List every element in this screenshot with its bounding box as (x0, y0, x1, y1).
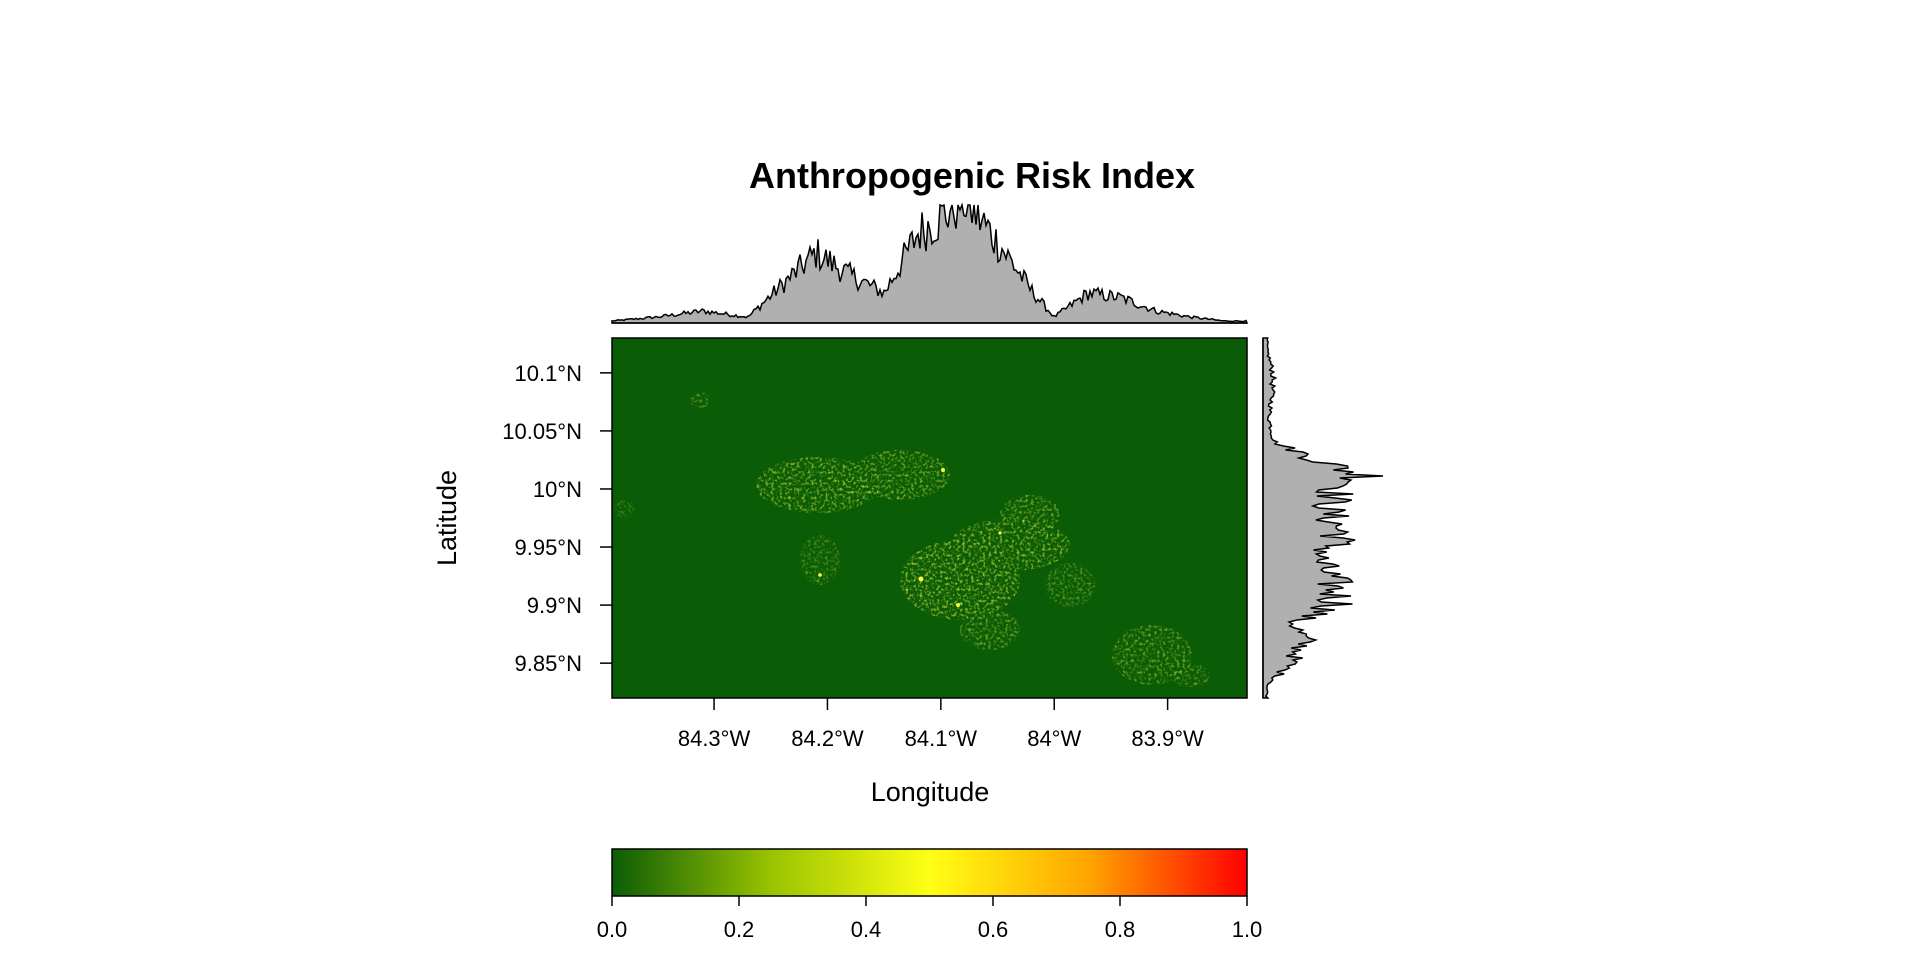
x-tick-label: 84°W (1027, 726, 1081, 751)
raster-urban-values (612, 338, 1247, 698)
top-marginal-profile (611, 202, 1249, 324)
colorbar-tick-label: 0.8 (1105, 917, 1136, 942)
y-tick-label: 9.85°N (514, 651, 582, 676)
top-marginal-area (611, 202, 1249, 324)
x-tick-label: 84.2°W (791, 726, 864, 751)
x-tick-label: 84.1°W (905, 726, 978, 751)
right-marginal-profile (1262, 337, 1384, 699)
map-frame (611, 337, 1248, 699)
colorbar-gradient (611, 848, 1248, 897)
colorbar: 0.0 0.2 0.4 0.6 0.8 1.0 (597, 848, 1263, 942)
colorbar-ticks: 0.0 0.2 0.4 0.6 0.8 1.0 (597, 896, 1263, 942)
colorbar-tick-label: 0.6 (978, 917, 1009, 942)
risk-raster-map (612, 338, 1247, 698)
y-axis: 10.1°N 10.05°N 10°N 9.95°N 9.9°N 9.85°N (502, 361, 612, 676)
x-axis: 84.3°W 84.2°W 84.1°W 84°W 83.9°W (678, 698, 1204, 751)
y-tick-label: 10°N (533, 477, 582, 502)
y-axis-label: Latitude (432, 470, 462, 566)
colorbar-tick-label: 0.0 (597, 917, 628, 942)
x-tick-label: 84.3°W (678, 726, 751, 751)
right-marginal-area (1262, 337, 1384, 699)
colorbar-tick-label: 0.4 (851, 917, 882, 942)
y-tick-label: 9.9°N (527, 593, 582, 618)
chart-title: Anthropogenic Risk Index (749, 155, 1195, 196)
colorbar-tick-label: 0.2 (724, 917, 755, 942)
y-tick-label: 10.1°N (514, 361, 582, 386)
y-tick-label: 9.95°N (514, 535, 582, 560)
colorbar-tick-label: 1.0 (1232, 917, 1263, 942)
raster-hotspots (818, 468, 1002, 607)
x-axis-label: Longitude (871, 777, 990, 807)
x-tick-label: 83.9°W (1131, 726, 1204, 751)
y-tick-label: 10.05°N (502, 419, 582, 444)
